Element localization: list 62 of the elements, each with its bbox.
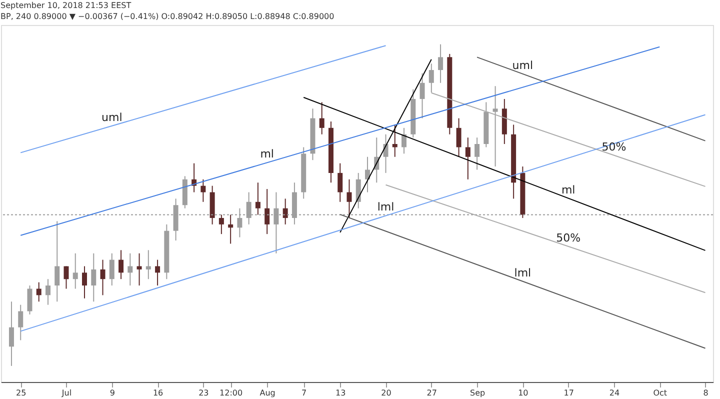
candlestick (346, 178, 352, 218)
candlestick (27, 285, 32, 315)
x-tick-label: 12:00 (220, 388, 243, 398)
candlestick (100, 259, 106, 296)
x-tick-label: 24 (609, 388, 620, 398)
candlestick (91, 252, 96, 302)
x-tick-label: Oct (653, 388, 668, 398)
candlestick (456, 118, 462, 158)
x-tick-label: 25 (16, 388, 26, 398)
candlestick (200, 178, 206, 202)
annotation: ml (561, 183, 576, 196)
candlestick (155, 259, 160, 286)
x-tick-label: 7 (302, 388, 307, 398)
annotation: uml (102, 110, 122, 124)
candlestick (338, 162, 343, 202)
candlestick (136, 252, 142, 286)
candlestick (392, 124, 398, 158)
x-tick-label: 8 (703, 388, 708, 398)
x-tick-label: 13 (336, 388, 346, 398)
candlestick (228, 214, 234, 244)
candlestick (438, 44, 444, 84)
x-tick-label: 17 (564, 388, 574, 398)
annotation: ml (260, 148, 274, 161)
annotation: 50% (602, 140, 626, 154)
candlestick (82, 266, 88, 299)
x-tick-label: 23 (198, 388, 209, 398)
chart-title: September 10, 2018 21:53 EEST (0, 1, 132, 10)
candlestick (54, 220, 60, 302)
candlestick (218, 214, 224, 235)
candlestick (420, 72, 425, 119)
candlestick (383, 134, 388, 174)
x-tick-label: 9 (110, 388, 115, 398)
annotation: lml (514, 266, 532, 280)
candlestick (465, 137, 470, 180)
x-tick-label: 10 (518, 388, 528, 398)
candlestick (72, 252, 78, 290)
candlestick (474, 137, 480, 170)
candlestick (365, 156, 370, 193)
annotation: 50% (556, 231, 581, 244)
candlestick (282, 198, 288, 225)
x-tick-label: 20 (381, 388, 392, 398)
candlestick (146, 250, 151, 280)
candlestick (109, 252, 114, 286)
candlestick (118, 250, 124, 280)
x-tick-label: 27 (426, 388, 437, 398)
annotation: uml (512, 58, 534, 72)
x-tick-label: 16 (152, 388, 164, 398)
x-tick-label: Aug (260, 388, 276, 398)
candlestick (356, 172, 361, 209)
candlestick (128, 252, 133, 286)
candlestick (255, 182, 260, 216)
candlestick (45, 278, 50, 306)
x-tick-label: Sep (470, 388, 486, 398)
candlestick (319, 102, 324, 135)
chart-subtitle: BP, 240 0.89000 ▼ −0.00367 (−0.41%) O:0.89042 H:0.89050 L:0.88948 C:0.89000 (0, 12, 334, 21)
x-tick-label: Jul (60, 388, 72, 398)
candlestick (64, 266, 69, 290)
candlestick (18, 304, 24, 341)
candlestick (8, 301, 14, 366)
candlestick (36, 282, 42, 302)
candlestick (264, 188, 270, 235)
annotation: lml (377, 200, 394, 214)
